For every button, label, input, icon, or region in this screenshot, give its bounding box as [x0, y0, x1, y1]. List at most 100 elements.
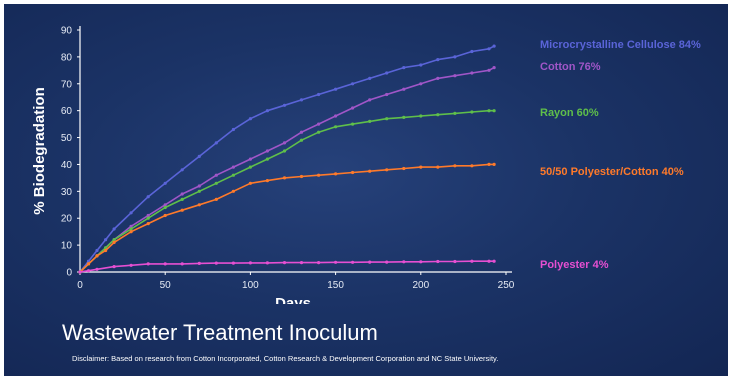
data-point [214, 173, 218, 177]
data-point [265, 109, 269, 113]
data-point [492, 44, 496, 48]
data-point [163, 262, 167, 266]
data-point [95, 248, 99, 253]
data-point [265, 261, 269, 265]
data-point [163, 203, 167, 207]
data-point [214, 197, 218, 201]
data-point [129, 211, 133, 215]
series-line [79, 109, 495, 273]
data-point [436, 259, 440, 264]
data-point [282, 176, 287, 180]
slide-background: 0 10 20 30 40 50 60 70 80 90 0 50 100 150 200 250 Days % … [4, 4, 728, 376]
data-point [402, 166, 406, 171]
data-point [470, 71, 474, 75]
x-tick-label: 0 [77, 280, 83, 291]
data-point [163, 205, 167, 210]
data-point [470, 259, 474, 263]
data-point [146, 195, 150, 199]
data-point [492, 66, 496, 70]
y-tick-label: 40 [61, 160, 73, 171]
chart-subtitle: Wastewater Treatment Inoculum [62, 320, 378, 345]
y-tick-label: 90 [61, 26, 73, 37]
data-point [436, 58, 440, 62]
data-point [351, 82, 355, 86]
disclaimer-text: Disclaimer: Based on research from Cotto… [72, 354, 499, 363]
data-point [385, 117, 389, 121]
y-tick-label: 70 [61, 79, 73, 90]
data-point [231, 165, 235, 169]
data-point [402, 115, 406, 119]
data-point [180, 192, 184, 196]
y-tick-label: 20 [61, 214, 73, 225]
data-point [492, 109, 496, 113]
data-point [248, 117, 252, 121]
data-point [265, 179, 269, 183]
data-point [163, 213, 167, 218]
x-tick-label: 150 [327, 280, 344, 291]
data-point [163, 181, 167, 185]
data-point [351, 260, 355, 264]
data-point [453, 74, 457, 78]
data-point [299, 174, 304, 179]
y-tick-label: 60 [61, 106, 73, 117]
y-tick-label: 0 [66, 268, 72, 279]
data-point [436, 76, 440, 80]
x-tick-label: 200 [412, 280, 429, 291]
data-point [419, 114, 423, 118]
data-point [104, 248, 108, 253]
data-point [129, 263, 133, 267]
data-point [453, 55, 457, 59]
data-point [385, 92, 389, 97]
data-point [385, 71, 389, 75]
series-line [79, 45, 495, 273]
data-point [112, 238, 116, 242]
data-point [214, 261, 218, 265]
data-point [197, 189, 201, 193]
data-point [146, 213, 150, 218]
data-point [248, 181, 252, 185]
data-point [146, 216, 150, 220]
data-point [112, 265, 116, 269]
data-point [334, 125, 338, 129]
y-tick-label: 80 [61, 52, 73, 63]
data-point [385, 168, 389, 172]
data-point [265, 149, 269, 153]
data-point [470, 164, 474, 168]
series-line [79, 163, 495, 273]
data-point [112, 240, 116, 244]
data-point [129, 224, 133, 228]
data-point [334, 260, 338, 264]
data-point [351, 122, 355, 126]
data-point [436, 113, 440, 117]
data-point [86, 269, 91, 273]
data-point [317, 173, 321, 177]
data-point [282, 141, 287, 145]
data-point [248, 165, 252, 169]
data-point [419, 165, 423, 169]
data-point [351, 170, 355, 175]
data-point [351, 106, 355, 110]
data-point [487, 47, 491, 51]
y-axis-title: % Biodegradation [31, 87, 48, 215]
data-point [180, 208, 184, 212]
data-point [453, 164, 457, 168]
data-point [78, 270, 82, 274]
data-point [368, 98, 372, 102]
data-point [368, 169, 372, 173]
y-tick-label: 30 [61, 187, 73, 198]
data-point [282, 149, 287, 153]
data-point [95, 267, 99, 271]
data-point [334, 87, 338, 91]
data-point [299, 130, 304, 134]
data-point [197, 184, 201, 188]
data-point [492, 259, 496, 263]
data-point [299, 261, 304, 265]
data-point [487, 259, 491, 263]
data-point [419, 63, 423, 67]
y-tick-label: 10 [61, 241, 73, 252]
series-label: Polyester 4% [540, 259, 609, 271]
data-point [104, 238, 108, 242]
data-point [368, 119, 372, 123]
data-point [402, 66, 406, 70]
x-tick-label: 50 [160, 280, 172, 291]
